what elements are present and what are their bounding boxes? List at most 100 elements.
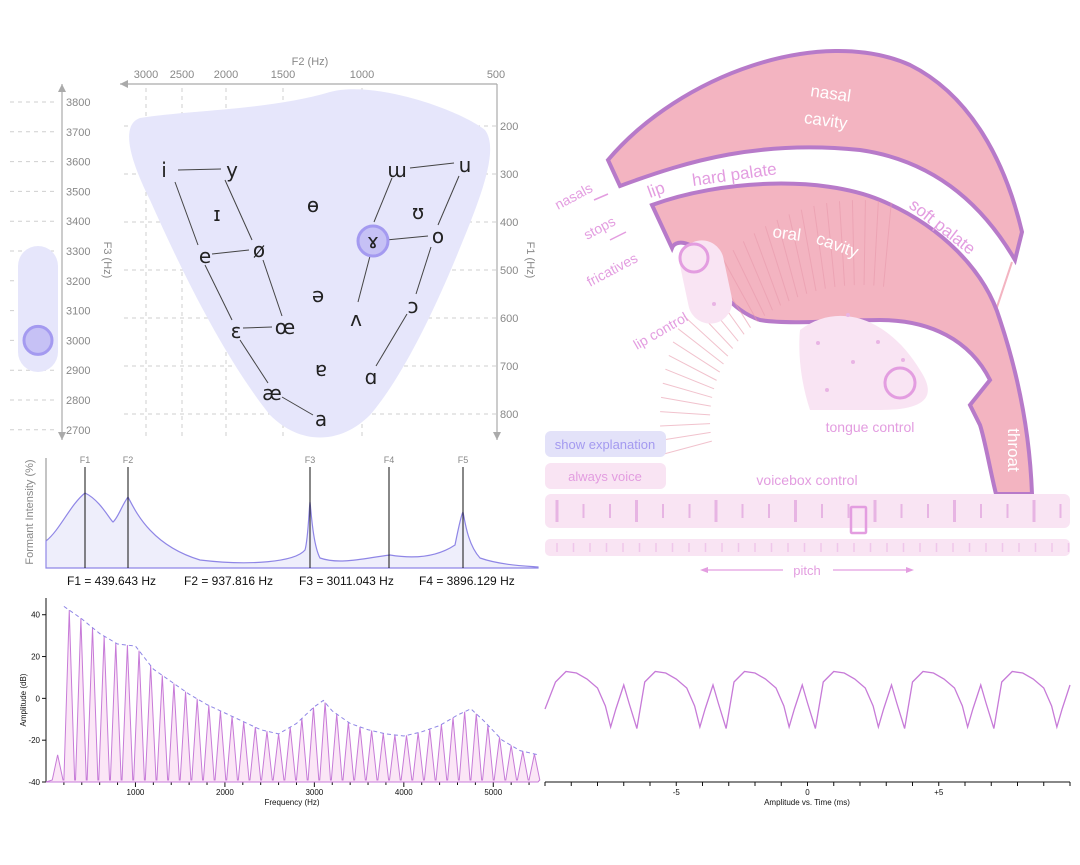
f1-tick: 200 xyxy=(500,121,518,133)
voicebox-ticks xyxy=(555,500,1062,522)
vowel-small-capital-i[interactable]: ɪ xyxy=(213,202,220,226)
vocal-tract: nasal cavity oral cavity throat hard pal… xyxy=(552,49,1035,496)
vowel-turned-a[interactable]: ɐ xyxy=(315,357,327,381)
spectrum-x-tick: 1000 xyxy=(127,788,145,797)
oral-segment xyxy=(672,341,721,373)
tongue-control-dots xyxy=(816,313,905,392)
selected-vowel-marker[interactable] xyxy=(356,224,390,258)
voicebox-slider[interactable] xyxy=(545,494,1070,528)
formant-marker-label[interactable]: F3 xyxy=(305,455,316,465)
oral-segment xyxy=(826,203,836,287)
spectrum-y-tick: 40 xyxy=(31,611,40,620)
oral-segment xyxy=(665,368,715,390)
vowel-turned-v[interactable]: ʌ xyxy=(350,307,362,331)
tongue-control-knob[interactable] xyxy=(883,366,917,400)
f3-tick: 2700 xyxy=(66,425,90,437)
oral-segment xyxy=(732,249,766,316)
fricatives-label[interactable]: fricatives xyxy=(584,250,640,290)
f3-tick: 3800 xyxy=(66,97,90,109)
vowel-y[interactable]: y xyxy=(226,158,238,182)
pitch-arrowhead-left xyxy=(700,567,708,573)
oral-segment xyxy=(800,209,817,292)
oral-segment xyxy=(753,233,782,306)
f3-tick: 3400 xyxy=(66,216,90,228)
lip-label[interactable]: lip xyxy=(645,178,667,202)
formant-markers xyxy=(84,467,464,568)
lip-control-label: lip control xyxy=(631,309,691,353)
spectrum-harmonic-series xyxy=(45,610,541,783)
f3-tick: 3700 xyxy=(66,127,90,139)
waveform-x-tick: -5 xyxy=(673,788,681,797)
f1-tick: 700 xyxy=(500,361,518,373)
spectrum-x-tick: 5000 xyxy=(484,788,502,797)
voicebox-handle[interactable] xyxy=(849,505,868,535)
f3-tick: 2900 xyxy=(66,365,90,377)
vowel-o-slash[interactable]: ø xyxy=(253,238,265,262)
spectrum-y-ticks: 40 20 0 -20 -40 xyxy=(28,611,46,787)
vowel-upsilon[interactable]: ʊ xyxy=(412,200,424,224)
lip-control-dot xyxy=(712,302,716,306)
vowel-rams-horn[interactable]: ɤ xyxy=(367,229,379,253)
controls: show explanation always voice voicebox c… xyxy=(545,431,1070,578)
waveform-x-tick: +5 xyxy=(934,788,944,797)
waveform-x-tick: 0 xyxy=(805,788,810,797)
formant-marker-label[interactable]: F2 xyxy=(123,455,134,465)
f3-tick: 3200 xyxy=(66,276,90,288)
lip-control-knob[interactable] xyxy=(678,242,710,274)
formant-marker-label[interactable]: F4 xyxy=(384,455,395,465)
f1-axis-arrow xyxy=(493,432,501,440)
vowel-o[interactable]: o xyxy=(432,224,444,248)
vowel-a[interactable]: a xyxy=(315,407,327,431)
f2-readout: F2 = 937.816 Hz xyxy=(184,574,273,588)
oral-segment xyxy=(776,219,799,298)
nasal-cavity[interactable] xyxy=(605,49,1025,266)
vowel-connectors xyxy=(174,162,460,416)
f2-tick: 500 xyxy=(487,69,505,81)
vowel-space[interactable] xyxy=(129,89,491,438)
vowel-ash[interactable]: æ xyxy=(262,381,282,405)
pitch-slider[interactable] xyxy=(545,539,1070,556)
f1-tick: 300 xyxy=(500,169,518,181)
formant-marker-label[interactable]: F1 xyxy=(80,455,91,465)
f3-slider-knob[interactable] xyxy=(22,324,54,356)
vowel-e[interactable]: e xyxy=(199,244,211,268)
vowel-script-a[interactable]: ɑ xyxy=(365,365,378,389)
vowel-open-o[interactable]: ɔ xyxy=(408,294,419,318)
voicebox-label: voicebox control xyxy=(756,472,857,488)
vowel-u[interactable]: u xyxy=(459,153,472,177)
vowel-labels: i y ɯ u ɪ ɵ ʊ ɤ o e ø ə ɔ ʌ ɛ œ ɐ ɑ æ a xyxy=(161,153,471,431)
f2-axis-arrow xyxy=(120,80,128,88)
show-explanation-button[interactable] xyxy=(545,431,666,457)
nasals-label[interactable]: nasals xyxy=(552,180,595,213)
pitch-ticks xyxy=(556,543,1070,552)
tongue-control-pad[interactable] xyxy=(799,315,928,410)
f2-tick: 1500 xyxy=(271,69,295,81)
formant-marker-label[interactable]: F5 xyxy=(458,455,469,465)
vowel-epsilon[interactable]: ɛ xyxy=(231,319,242,343)
vowel-chart: F2 (Hz) 3000 2500 2000 1500 1000 500 F1 … xyxy=(120,56,536,440)
spectrum-xlabel: Frequency (Hz) xyxy=(264,798,319,807)
f1-readout: F1 = 439.643 Hz xyxy=(67,574,156,588)
formant-envelope xyxy=(45,492,539,569)
f2-axis-title: F2 (Hz) xyxy=(292,56,329,68)
oral-segment xyxy=(788,214,808,294)
oral-cavity[interactable] xyxy=(649,181,1035,496)
vowel-barred-o[interactable]: ɵ xyxy=(307,193,319,217)
tongue-control-label: tongue control xyxy=(826,419,915,435)
vowel-oe[interactable]: œ xyxy=(275,315,295,339)
lip-control-pad[interactable] xyxy=(676,236,737,327)
velum-connector xyxy=(995,261,1013,311)
f2-ticks: 3000 2500 2000 1500 1000 500 xyxy=(134,69,505,81)
vowel-unrounded-u[interactable]: ɯ xyxy=(387,158,406,182)
f3-tick: 3300 xyxy=(66,246,90,258)
f4-readout: F4 = 3896.129 Hz xyxy=(419,574,515,588)
f3-tick: 2800 xyxy=(66,395,90,407)
oral-segment xyxy=(764,226,790,302)
oral-segment xyxy=(677,328,724,365)
vowel-i[interactable]: i xyxy=(161,158,167,182)
formant-ylabel: Formant Intensity (%) xyxy=(24,459,36,564)
f3-tick: 3600 xyxy=(66,157,90,169)
always-voice-button[interactable] xyxy=(545,463,666,489)
vowel-schwa[interactable]: ə xyxy=(312,283,324,307)
